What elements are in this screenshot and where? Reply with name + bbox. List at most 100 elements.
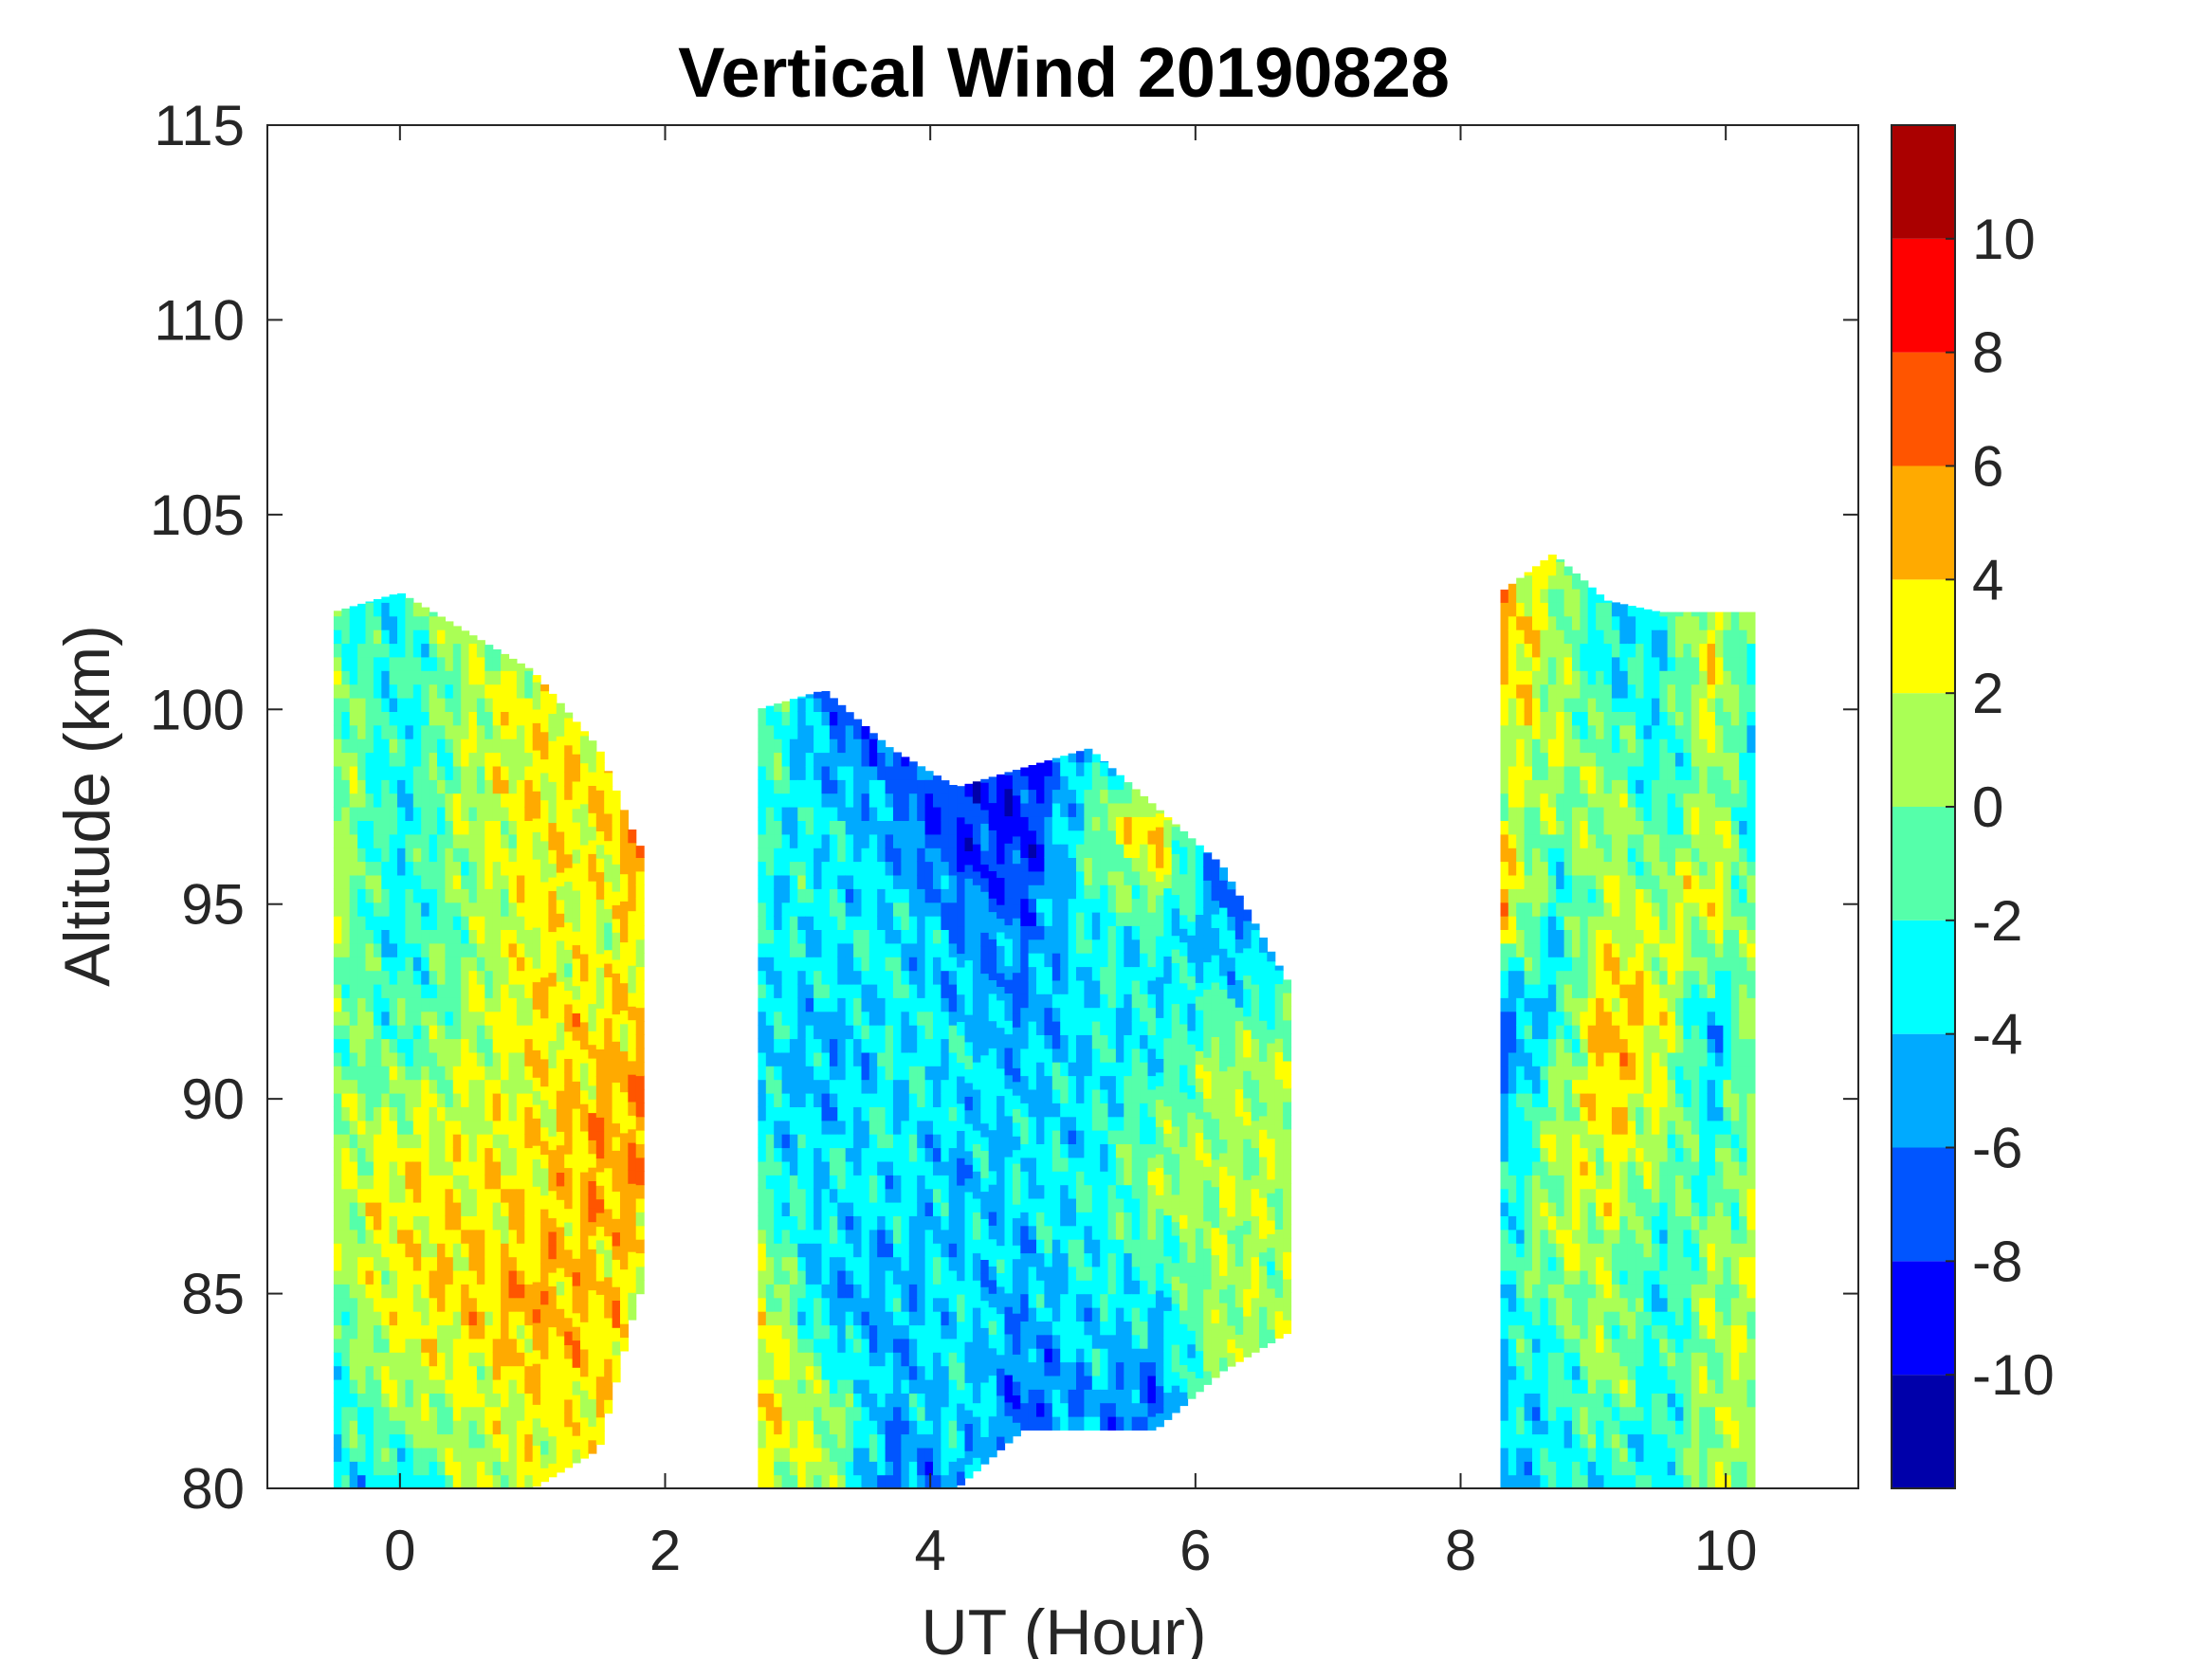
- contour-cell: [988, 993, 997, 1008]
- contour-cell: [845, 1093, 854, 1107]
- contour-cell: [948, 785, 958, 794]
- contour-cell: [1147, 816, 1157, 831]
- contour-cell: [540, 758, 550, 774]
- contour-cell: [893, 902, 902, 917]
- contour-cell: [908, 848, 918, 863]
- contour-cell: [1012, 1190, 1021, 1205]
- contour-cell: [516, 957, 525, 972]
- contour-cell: [580, 776, 589, 791]
- contour-cell: [365, 983, 375, 998]
- contour-cell: [389, 1147, 398, 1162]
- contour-cell: [845, 1447, 854, 1462]
- contour-cell: [501, 1311, 510, 1326]
- contour-cell: [429, 1175, 438, 1190]
- contour-cell: [476, 888, 485, 903]
- contour-cell: [556, 1185, 565, 1200]
- contour-cell: [837, 793, 847, 808]
- contour-cell: [373, 929, 382, 944]
- contour-cell: [924, 1188, 934, 1203]
- contour-cell: [452, 807, 462, 821]
- contour-cell: [980, 1150, 990, 1165]
- contour-cell: [381, 1311, 391, 1326]
- contour-cell: [948, 1188, 958, 1203]
- contour-cell: [988, 815, 997, 830]
- contour-cell: [476, 1269, 485, 1285]
- contour-cell: [452, 1474, 462, 1489]
- contour-cell: [564, 1112, 574, 1127]
- contour-cell: [365, 711, 375, 726]
- contour-cell: [556, 954, 565, 969]
- contour-cell: [789, 1447, 798, 1462]
- contour-cell: [1131, 1157, 1141, 1172]
- contour-cell: [397, 779, 406, 794]
- contour-cell: [341, 738, 351, 754]
- contour-cell: [868, 1025, 878, 1040]
- contour-cell: [837, 1352, 847, 1367]
- contour-cell: [365, 1106, 375, 1121]
- contour-cell: [501, 1447, 510, 1462]
- contour-cell: [333, 684, 342, 699]
- contour-cell: [837, 1093, 847, 1107]
- contour-cell: [357, 1106, 367, 1121]
- contour-cell: [1107, 1307, 1117, 1322]
- contour-cell: [758, 1379, 767, 1394]
- contour-cell: [957, 966, 966, 981]
- contour-cell: [821, 1188, 831, 1203]
- contour-cell: [941, 970, 950, 985]
- contour-cell: [1076, 844, 1085, 858]
- contour-cell: [580, 1021, 589, 1036]
- contour-cell: [548, 1053, 558, 1068]
- contour-cell: [924, 1256, 934, 1271]
- contour-cell: [774, 957, 783, 972]
- contour-cell: [468, 684, 478, 699]
- contour-cell: [893, 820, 902, 835]
- contour-cell: [1028, 1103, 1037, 1118]
- contour-cell: [412, 1051, 422, 1066]
- contour-cell: [508, 765, 518, 780]
- contour-cell: [1107, 857, 1117, 872]
- contour-cell: [333, 1188, 342, 1203]
- contour-cell: [405, 779, 414, 794]
- contour-cell: [588, 1125, 597, 1140]
- contour-cell: [1084, 789, 1093, 804]
- contour-cell: [389, 1269, 398, 1285]
- contour-cell: [821, 970, 831, 985]
- contour-cell: [397, 957, 406, 972]
- contour-cell: [461, 861, 470, 876]
- contour-cell: [941, 1106, 950, 1121]
- contour-cell: [524, 820, 534, 835]
- contour-cell: [412, 807, 422, 821]
- contour-cell: [556, 1022, 565, 1037]
- contour-cell: [1051, 1293, 1061, 1308]
- contour-cell: [1124, 1334, 1133, 1349]
- contour-cell: [365, 1338, 375, 1353]
- contour-cell: [580, 735, 589, 750]
- contour-cell: [758, 711, 767, 726]
- contour-cell: [805, 1093, 814, 1107]
- contour-cell: [1036, 1402, 1045, 1417]
- contour-cell: [1155, 1344, 1164, 1359]
- contour-cell: [924, 807, 934, 821]
- contour-cell: [540, 963, 550, 978]
- contour-cell: [532, 1431, 541, 1446]
- contour-cell: [572, 1094, 581, 1109]
- contour-cell: [765, 942, 775, 957]
- contour-cell: [805, 1202, 814, 1216]
- contour-cell: [405, 724, 414, 739]
- contour-cell: [805, 1284, 814, 1299]
- contour-cell: [532, 1349, 541, 1364]
- contour-cell: [964, 1273, 974, 1288]
- contour-cell: [1036, 1130, 1045, 1144]
- contour-cell: [774, 1120, 783, 1135]
- contour-cell: [917, 1106, 926, 1121]
- contour-cell: [1147, 803, 1157, 817]
- contour-cell: [1068, 761, 1077, 776]
- contour-cell: [877, 1175, 887, 1190]
- contour-cell: [845, 833, 854, 848]
- contour-cell: [381, 1284, 391, 1299]
- contour-cell: [373, 1215, 382, 1231]
- contour-cell: [381, 1175, 391, 1190]
- contour-cell: [333, 1447, 342, 1462]
- contour-cell: [1044, 857, 1053, 872]
- contour-cell: [893, 1420, 902, 1435]
